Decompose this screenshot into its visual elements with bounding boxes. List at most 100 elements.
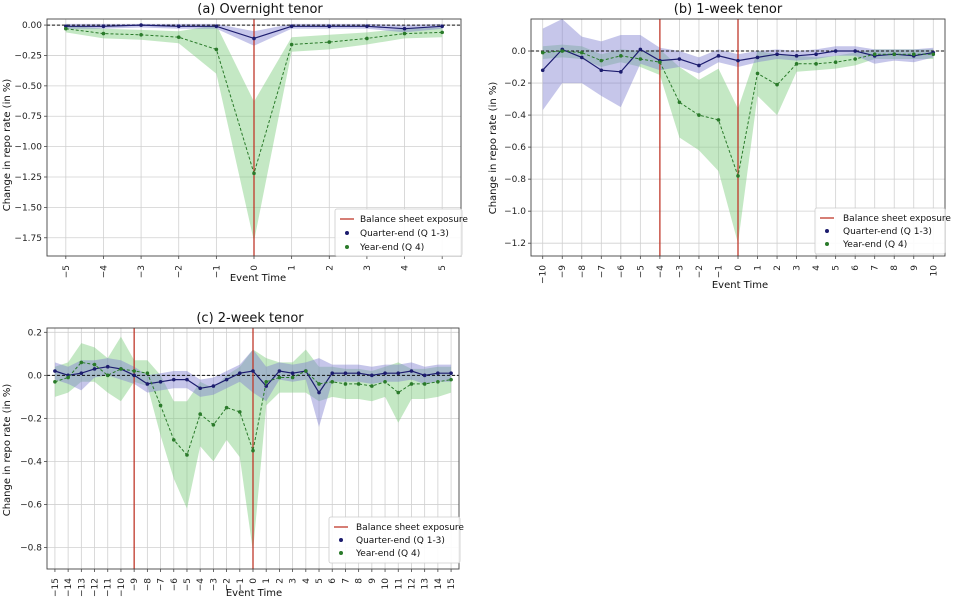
panel-c-title: (c) 2-week tenor [196,311,304,326]
panel-c-xtick-label: 14 [434,578,444,590]
panel-c-quarter-point [343,371,348,375]
panel-b-xtick-label: 0 [734,265,744,271]
panel-c-quarter-point [251,369,255,373]
panel-a-ytick-label: −0.75 [14,112,42,122]
panel-c-legend-exposure: Balance sheet exposure [356,523,464,533]
panel-c-year-point [237,410,242,414]
panel-a-title: (a) Overnight tenor [197,2,323,17]
panel-a-xlabel: Event Time [230,273,286,284]
panel-a-quarter-point [365,24,369,29]
panel-a-year-point [440,30,444,35]
panel-c-xtick-label: 12 [407,578,417,589]
panel-c-year-point [119,367,123,371]
panel-a-xtick-label: 0 [250,265,260,271]
panel-a-xtick-label: −3 [137,265,147,278]
panel-b-xtick-label: 9 [910,265,920,271]
panel-b-xtick-label: −9 [558,265,568,279]
panel-b-year-point [911,52,916,57]
panel-c-quarter-point [409,369,414,373]
panel-c-quarter-point [185,377,189,382]
panel-a-legend-box [334,208,463,257]
panel-b-xtick-label: −1 [714,265,724,278]
panel-b-legend-year-swatch [825,242,829,246]
panel-b-xtick-label: 5 [832,265,842,271]
panel-c-quarter-point [317,390,321,395]
panel-c-xtick-label: 2 [275,578,285,584]
panel-c-xtick-label: −9 [130,578,140,592]
panel-c-xtick-label: 4 [302,578,312,584]
panel-b-xtick-label: −2 [695,265,705,278]
panel-c-quarter-point [370,373,374,378]
panel-c-xtick-label: −3 [209,578,219,591]
panel-a-quarter-point [176,24,181,29]
panel-a-year-point [64,26,68,31]
panel-c-xtick-label: −11 [104,578,114,597]
panel-c-quarter-point [171,377,176,382]
panel-c-quarter-point [356,371,361,375]
panel-b-xtick-label: 8 [890,265,900,271]
panel-b-xtick-label: 3 [793,265,803,271]
panel-b-year-point [599,58,604,63]
panel-b-xtick-label: −3 [675,265,685,278]
panel-c-xtick-label: −4 [196,578,206,592]
panel-a-legend-year-swatch [345,245,349,249]
panel-b-xtick-label: −6 [617,265,627,279]
panel-c-xtick-label: −10 [117,578,127,597]
panel-c-xtick-label: 10 [381,578,391,590]
panel-a-quarter-point [101,24,106,29]
panel-c-year-point [105,373,110,378]
panel-c-xtick-label: −13 [77,578,87,597]
panel-c-quarter-point [92,367,97,371]
panel-b-quarter-point [677,57,682,61]
panel-a-ytick-label: −0.50 [14,82,42,92]
panel-b-xtick-label: 4 [812,265,822,271]
panel-c-year-point [383,379,387,384]
panel-b-year-point [736,174,740,178]
panel-a-quarter-point [440,24,444,29]
panel-c-xtick-label: −5 [183,578,193,591]
panel-c-xtick-label: 7 [341,578,351,584]
panel-a-quarter-point [139,23,143,27]
panel-a-xtick-label: −1 [212,265,222,278]
panel-c-quarter-point [211,384,216,388]
panel-b-quarter-point [833,49,838,53]
panel-c-year-point [277,375,282,380]
panel-a-quarter-point [289,24,294,29]
panel-c-xtick-label: 15 [447,578,457,589]
panel-c-quarter-point [79,371,84,375]
panel-a-ylabel: Change in repo rate (in %) [2,79,13,212]
panel-c-year-point [370,384,374,388]
panel-b-quarter-point [716,54,721,58]
panel-b-year-point [872,52,877,57]
panel-c-quarter-point [224,377,229,382]
panel-b-ytick-label: −1.0 [504,207,526,217]
panel-c-quarter-point [158,379,163,384]
panel-b-year-point [638,57,643,61]
panel-c-year-point [53,379,57,384]
panel-a-xtick-label: 2 [325,265,335,271]
panel-a-year-point [139,33,143,37]
panel-c-xtick-label: −14 [64,578,74,597]
panel-c-xtick-label: −6 [170,578,180,592]
panel-c-year-point [264,379,269,384]
panel-c-quarter-point [422,373,427,378]
panel-c-ytick-label: −0.4 [20,457,42,467]
panel-b-year-point [794,62,799,66]
panel-c-xtick-label: −15 [51,578,61,597]
panel-a-ytick-label: −1.50 [14,203,42,213]
panel-c-year-point [343,382,348,386]
panel-c-ytick-label: 0.2 [28,328,42,338]
panel-c-year-point [251,448,255,453]
panel-c-year-point [92,362,97,367]
panel-a-legend-quarter-swatch [345,231,349,235]
panel-a-year-point [252,171,256,176]
panel-a-legend-year: Year-end (Q 4) [359,243,424,253]
panel-b-xtick-label: 1 [754,265,764,271]
panel-c-quarter-point [145,382,150,386]
panel-c-quarter-point [396,371,401,375]
panel-c-xtick-label: 1 [262,578,272,584]
panel-c-legend-year-swatch [339,551,343,555]
panel-b-ytick-label: −0.8 [504,175,526,185]
panel-c-xtick-label: 8 [355,578,365,584]
